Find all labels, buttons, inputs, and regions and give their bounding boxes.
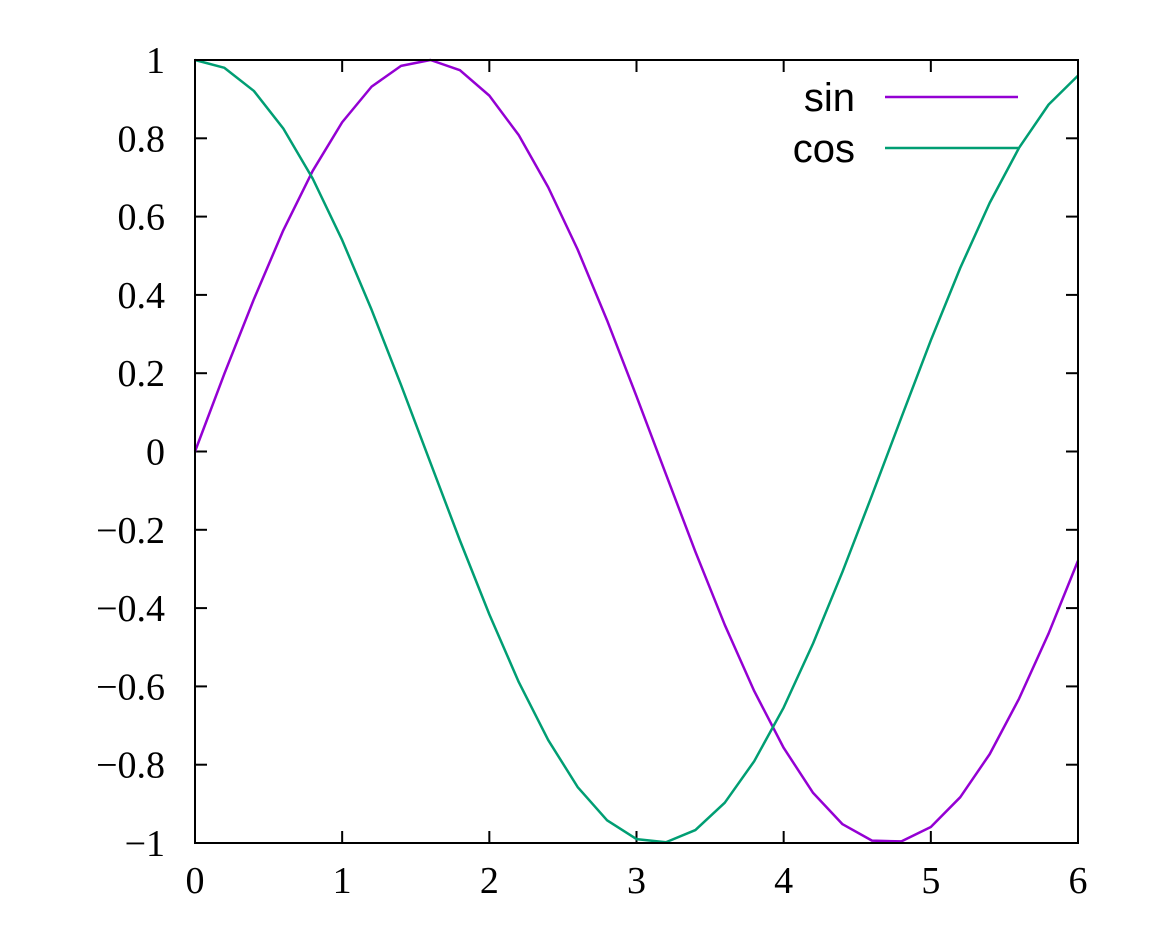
series-line — [194, 58, 1079, 844]
x-tick-label: 1 — [333, 860, 352, 902]
x-tick-label: 4 — [774, 860, 793, 902]
legend-label: sin — [804, 76, 855, 120]
y-tick-label: 0 — [146, 432, 165, 474]
x-tick-label: 5 — [921, 860, 940, 902]
y-tick-label: 0.2 — [118, 353, 166, 395]
legend-label: cos — [793, 127, 855, 171]
x-tick-label: 6 — [1069, 860, 1088, 902]
y-tick-label: 0.6 — [118, 197, 166, 239]
plot-frame — [194, 59, 1079, 844]
y-tick-label: −1 — [125, 823, 165, 865]
x-tick-label: 2 — [480, 860, 499, 902]
y-tick-label: 0.4 — [118, 275, 166, 317]
x-tick-label: 3 — [627, 860, 646, 902]
y-tick-label: 1 — [146, 40, 165, 82]
x-tick-label: 0 — [186, 860, 205, 902]
y-tick-label: −0.2 — [96, 510, 165, 552]
y-tick-label: 0.8 — [118, 118, 166, 160]
y-tick-label: −0.8 — [96, 745, 165, 787]
y-tick-label: −0.6 — [96, 666, 165, 708]
series-line — [193, 58, 1080, 843]
y-tick-label: −0.4 — [96, 588, 165, 630]
